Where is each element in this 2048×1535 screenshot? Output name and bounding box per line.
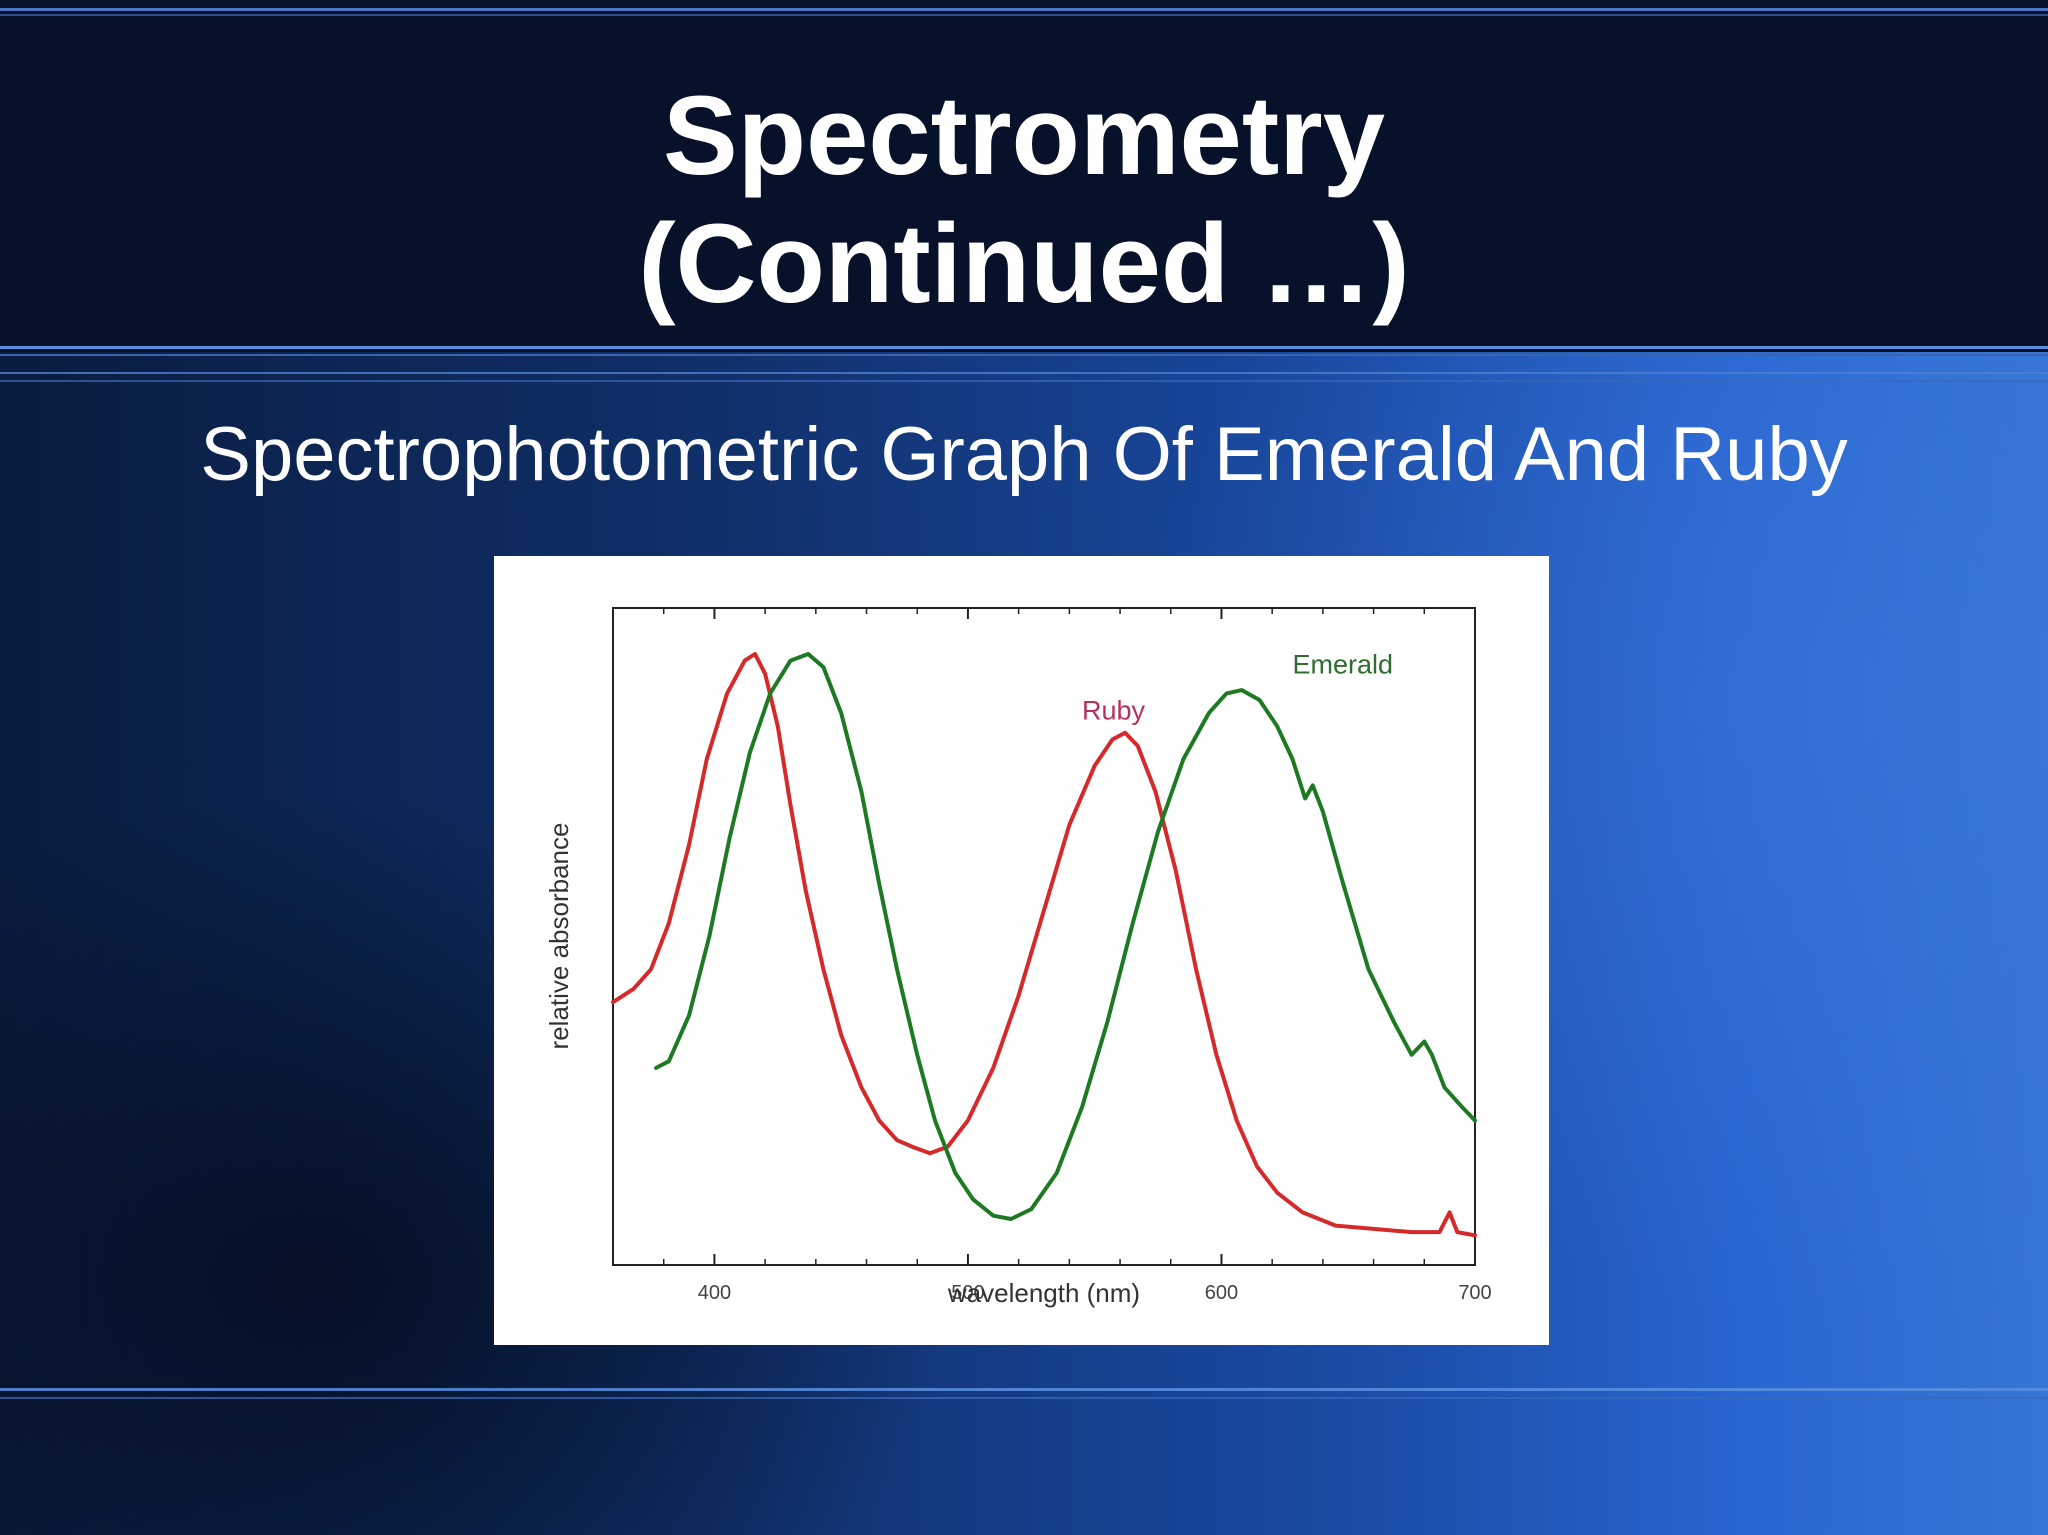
top-accent-line-thin <box>0 14 2048 16</box>
top-accent-line <box>0 8 2048 11</box>
x-minor-ticks <box>662 608 1426 1265</box>
slide-title: Spectrometry (Continued …) <box>0 72 2048 328</box>
slide-title-line-2: (Continued …) <box>638 201 1410 326</box>
x-tick-label: 400 <box>698 1282 731 1304</box>
series-label-emerald: Emerald <box>1292 650 1393 680</box>
footer-divider-line-thin <box>0 1397 2048 1399</box>
footer-divider-line <box>0 1388 2048 1391</box>
x-axis-label: wavelength (nm) <box>947 1278 1140 1308</box>
x-tick-label: 500 <box>951 1282 984 1304</box>
header-divider-line <box>0 346 2048 349</box>
series-label-ruby: Ruby <box>1082 696 1146 726</box>
slide-title-line-1: Spectrometry <box>662 73 1386 198</box>
x-tick-label: 700 <box>1458 1282 1491 1304</box>
series-layer <box>611 652 1477 1238</box>
header-divider-line-lower <box>0 372 2048 374</box>
spectrum-chart: 400 500 600 700 wavelength (nm) relative ab… <box>544 607 1492 1308</box>
x-tick-label: 600 <box>1205 1282 1238 1304</box>
y-axis-label: relative absorbance <box>544 823 574 1050</box>
header-band <box>0 0 2048 352</box>
chart-panel: 400 500 600 700 wavelength (nm) relative ab… <box>494 556 1549 1345</box>
slide-subtitle: Spectrophotometric Graph Of Emerald And … <box>200 412 1848 497</box>
series-line-ruby <box>611 652 1477 1238</box>
header-divider-line-thin <box>0 354 2048 356</box>
x-major-ticks: 400 500 600 700 <box>698 608 1492 1304</box>
series-line-emerald <box>654 652 1477 1221</box>
annotation-layer: Ruby Emerald <box>1082 650 1393 726</box>
plot-frame <box>612 607 1476 1266</box>
header-divider-line-lower-thin <box>0 380 2048 382</box>
